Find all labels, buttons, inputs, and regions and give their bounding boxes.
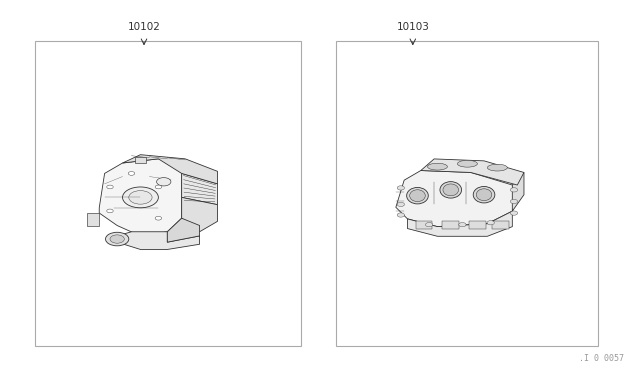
Circle shape	[107, 185, 113, 189]
Circle shape	[107, 209, 113, 213]
Circle shape	[426, 222, 433, 227]
Bar	[35, 41, 301, 346]
Circle shape	[510, 188, 518, 192]
Circle shape	[397, 186, 404, 190]
Text: 10103: 10103	[396, 22, 429, 32]
Polygon shape	[469, 221, 486, 228]
Bar	[336, 41, 598, 346]
Ellipse shape	[410, 190, 425, 202]
Circle shape	[510, 199, 518, 203]
Polygon shape	[182, 198, 218, 232]
Circle shape	[129, 190, 152, 204]
Polygon shape	[396, 170, 517, 227]
Polygon shape	[408, 211, 512, 236]
Polygon shape	[492, 221, 509, 228]
Polygon shape	[122, 155, 218, 184]
Ellipse shape	[476, 189, 492, 201]
Text: .I 0 0057: .I 0 0057	[579, 354, 624, 363]
Ellipse shape	[443, 184, 458, 196]
Ellipse shape	[458, 160, 477, 167]
Polygon shape	[182, 173, 218, 205]
Circle shape	[155, 217, 161, 220]
Circle shape	[397, 202, 404, 206]
Ellipse shape	[473, 186, 495, 203]
Ellipse shape	[406, 187, 428, 204]
Polygon shape	[421, 159, 524, 185]
Polygon shape	[86, 213, 99, 225]
Circle shape	[110, 235, 124, 243]
Circle shape	[397, 213, 404, 217]
Ellipse shape	[488, 164, 508, 171]
Circle shape	[122, 187, 158, 208]
Polygon shape	[442, 221, 459, 228]
Circle shape	[155, 185, 161, 189]
Polygon shape	[117, 232, 200, 250]
Circle shape	[128, 171, 134, 175]
Circle shape	[510, 211, 518, 215]
Polygon shape	[512, 173, 524, 211]
Ellipse shape	[428, 163, 447, 170]
Polygon shape	[167, 218, 200, 242]
Circle shape	[459, 222, 466, 227]
Circle shape	[157, 177, 171, 186]
Polygon shape	[99, 159, 182, 236]
Circle shape	[487, 221, 494, 225]
Ellipse shape	[440, 182, 461, 198]
Text: 10102: 10102	[127, 22, 161, 32]
Polygon shape	[135, 157, 146, 163]
Polygon shape	[416, 221, 433, 228]
Circle shape	[106, 232, 129, 246]
